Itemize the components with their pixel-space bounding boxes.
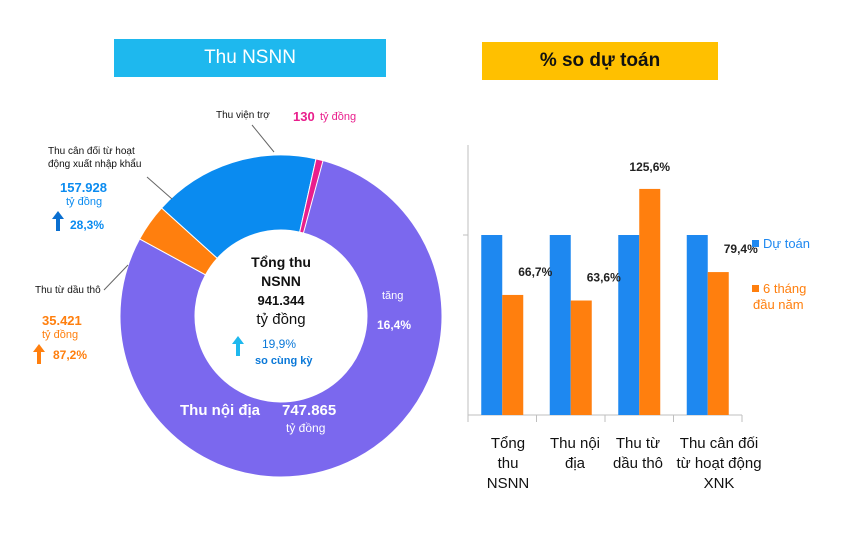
bar-6-thang-3 — [707, 272, 729, 415]
leader-line-xnk — [146, 176, 173, 200]
xnk-name-line2: động xuất nhập khẩu — [48, 159, 142, 170]
bar-value-label-1: 63,6% — [587, 271, 621, 285]
xnk-name-line1: Thu cân đối từ hoạt — [48, 146, 135, 157]
dau-tho-growth: 87,2% — [53, 348, 88, 362]
bar-6-thang-0 — [502, 294, 524, 415]
donut-slice-2 — [160, 154, 317, 259]
center-total-unit: tỷ đồng — [256, 311, 306, 328]
noi-dia-growth: 16,4% — [377, 318, 412, 332]
bar-value-label-2: 125,6% — [629, 160, 670, 174]
donut-chart — [119, 154, 443, 478]
center-growth-value: 19,9% — [262, 337, 297, 351]
category-label-1: Thu nội địa — [549, 435, 601, 472]
dau-tho-value: 35.421 — [42, 313, 82, 328]
vien-tro-name: Thu viện trợ — [216, 110, 270, 121]
xnk-growth: 28,3% — [70, 218, 105, 232]
bar-6-thang-1 — [570, 300, 592, 415]
donut-slice-3 — [299, 158, 324, 234]
center-growth-label: so cùng kỳ — [255, 355, 313, 367]
center-total-value: 941.344 — [257, 293, 305, 308]
leader-line-vien-tro — [251, 124, 275, 153]
noi-dia-unit: tỷ đồng — [286, 421, 326, 435]
donut-slice-0 — [119, 158, 443, 478]
noi-dia-name: Thu nội địa — [180, 402, 260, 419]
legend-label-du-toan: Dự toán — [763, 236, 811, 251]
bar-du-toan-2 — [618, 235, 640, 415]
leader-lines — [103, 124, 275, 291]
legend-label-6-thang-line2: đầu năm — [753, 297, 804, 312]
legend-marker-du-toan — [752, 240, 759, 247]
center-title-line1: Tổng thu — [251, 254, 311, 270]
bar-value-label-3: 79,4% — [724, 242, 758, 256]
xnk-unit: tỷ đồng — [66, 196, 103, 208]
noi-dia-tang: tăng — [382, 290, 404, 302]
center-growth-up-arrow-icon — [232, 336, 244, 356]
dau-tho-up-arrow-icon — [33, 344, 45, 364]
vien-tro-unit: tỷ đồng — [320, 111, 357, 123]
bar-value-label-0: 66,7% — [518, 265, 552, 279]
legend-marker-6-thang — [752, 285, 759, 292]
xnk-up-arrow-icon — [52, 211, 64, 231]
bar-du-toan-0 — [481, 235, 503, 415]
category-label-0: Tổng thu NSNN — [486, 435, 530, 492]
noi-dia-value: 747.865 — [282, 402, 337, 419]
category-label-2: Thu từ dầu thô — [612, 435, 664, 472]
bar-chart-title: % so dự toán — [482, 42, 718, 80]
bar-6-thang-2 — [639, 188, 661, 415]
leader-line-dau-tho — [103, 264, 129, 291]
bar-chart: 66,7% 63,6% 125,6% 79,4% — [463, 145, 758, 422]
pie-title: Thu NSNN — [114, 39, 386, 77]
dau-tho-unit: tỷ đồng — [42, 329, 79, 341]
category-label-3: Thu cân đối từ hoạt động XNK — [676, 435, 762, 492]
legend-label-6-thang-line1: 6 tháng — [763, 281, 807, 296]
vien-tro-value: 130 — [293, 109, 315, 124]
dau-tho-name: Thu từ dầu thô — [35, 285, 101, 296]
bar-du-toan-1 — [549, 235, 571, 415]
bar-du-toan-3 — [686, 235, 708, 415]
xnk-value: 157.928 — [60, 180, 107, 195]
center-title-line2: NSNN — [261, 273, 301, 289]
